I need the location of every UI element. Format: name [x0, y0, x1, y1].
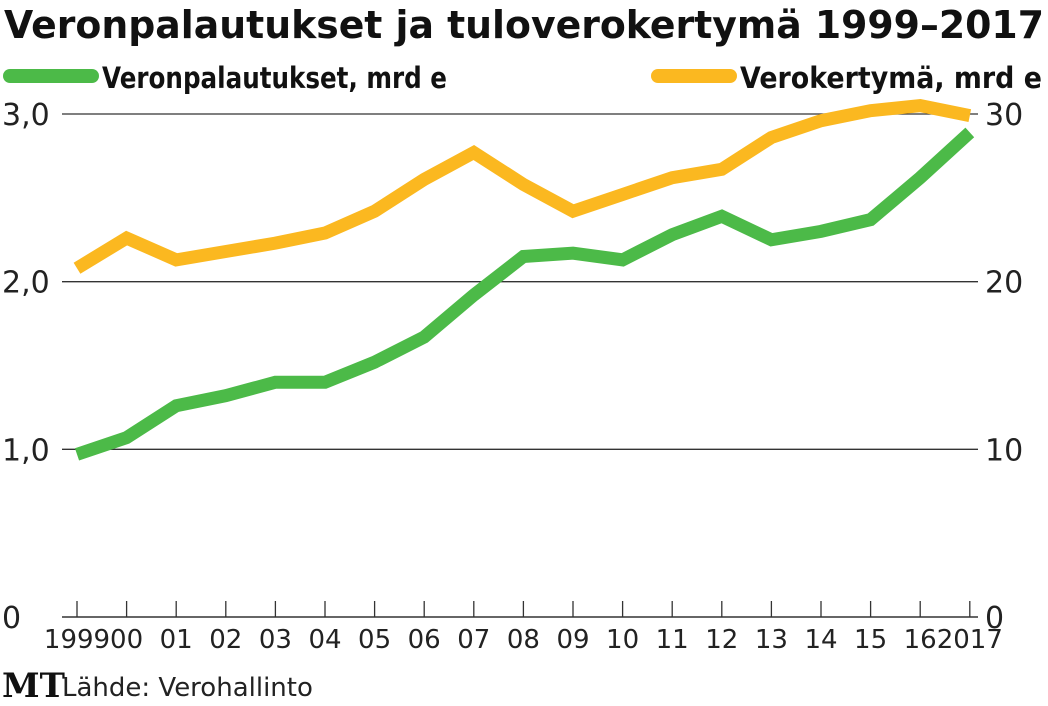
legend-label-green: Veronpalautukset, mrd e [102, 61, 447, 95]
x-tick-label: 01 [160, 625, 193, 655]
x-tick-label: 16 [904, 625, 937, 655]
y-right-tick-label: 30 [985, 98, 1023, 133]
legend: Veronpalautukset, mrd e Verokertymä, mrd… [10, 61, 1042, 95]
x-tick-label: 15 [854, 625, 887, 655]
y-right-tick-label: 10 [985, 433, 1023, 468]
y-left-tick-label: 0 [2, 601, 21, 636]
y-left-tick-label: 3,0 [2, 98, 50, 133]
x-tick-label: 1999 [44, 625, 110, 655]
x-tick-label: 03 [259, 625, 292, 655]
series-line-verokertyma [77, 106, 970, 269]
legend-label-orange: Verokertymä, mrd e [740, 61, 1042, 95]
x-tick-label: 13 [755, 625, 788, 655]
x-tick-label: 00 [110, 625, 143, 655]
x-tick-label: 11 [656, 625, 689, 655]
y-left-tick-label: 1,0 [2, 433, 50, 468]
x-tick-label: 12 [705, 625, 738, 655]
x-tick-label: 06 [408, 625, 441, 655]
x-tick-label: 14 [804, 625, 837, 655]
x-tick-label: 04 [308, 625, 341, 655]
footer: MT Lähde: Verohallinto [2, 666, 313, 702]
chart-title: Veronpalautukset ja tuloverokertymä 1999… [4, 3, 1044, 47]
x-tick-label: 10 [606, 625, 639, 655]
y-right-tick-label: 20 [985, 266, 1023, 301]
logo: MT [2, 666, 65, 702]
x-tick-label: 2017 [937, 625, 1003, 655]
y-left-tick-label: 2,0 [2, 266, 50, 301]
source-note: Lähde: Verohallinto [62, 673, 313, 702]
x-tick-label: 02 [209, 625, 242, 655]
x-tick-label: 05 [358, 625, 391, 655]
x-tick-label: 09 [556, 625, 589, 655]
x-tick-label: 08 [507, 625, 540, 655]
x-tick-label: 07 [457, 625, 490, 655]
